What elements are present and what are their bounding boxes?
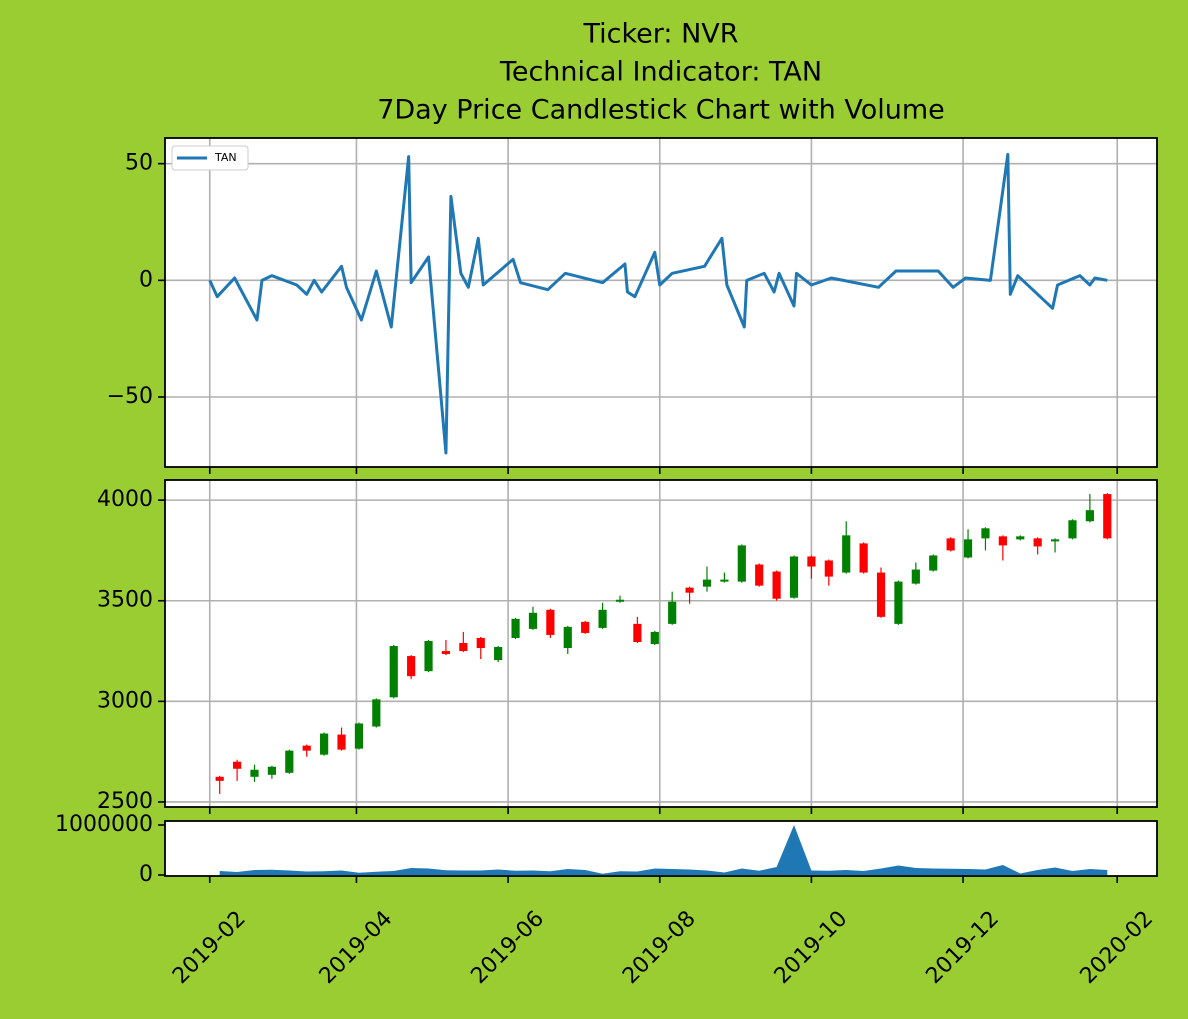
candle-body [546, 609, 555, 635]
candle-body [1103, 494, 1112, 539]
candle-body [894, 581, 903, 624]
y-tick-label: 4000 [97, 487, 153, 512]
candle-body [685, 587, 694, 593]
candle-body [981, 528, 990, 539]
candle-body [615, 599, 625, 602]
candle-body [250, 769, 259, 777]
legend-box [171, 145, 249, 171]
plot-area [165, 138, 1157, 467]
candle-body [511, 618, 520, 638]
candle-body [772, 571, 781, 599]
candle-body [633, 623, 642, 642]
candle-body [494, 647, 503, 661]
candle-body [789, 556, 799, 598]
candle-body [1068, 520, 1077, 539]
axes-frame [164, 820, 1158, 877]
legend-label: TAN [214, 151, 237, 164]
candle-body [302, 745, 311, 751]
candle-body [807, 556, 816, 567]
candle-body [424, 640, 433, 672]
candle-body [1016, 536, 1025, 540]
candle-body [859, 543, 868, 573]
candle-body [267, 766, 276, 775]
candle-body [372, 699, 381, 727]
y-tick-label: 0 [139, 862, 153, 887]
chart-title: Ticker: NVR [582, 19, 738, 50]
candle-body [459, 642, 468, 652]
candle-body [720, 579, 729, 582]
candle-body [441, 651, 451, 655]
candle-body [946, 538, 955, 551]
candle-body [1033, 538, 1042, 547]
candle-body [215, 776, 224, 781]
y-tick-label: 3500 [97, 588, 153, 613]
candle-body [911, 569, 920, 584]
candle-body [929, 555, 938, 571]
candle-body [1050, 539, 1060, 542]
candle-body [389, 646, 398, 698]
axes-frame [164, 479, 1158, 808]
candle-body [337, 734, 346, 750]
candle-body [407, 656, 416, 677]
y-tick-label: 50 [125, 151, 153, 176]
chart-title: 7Day Price Candlestick Chart with Volume [377, 95, 945, 126]
plot-area [165, 821, 1157, 876]
candle-body [354, 723, 364, 749]
chart-title: Technical Indicator: TAN [499, 57, 822, 88]
candle-body [702, 579, 712, 587]
line [208, 152, 1108, 455]
candle-body [650, 631, 659, 645]
y-tick-label: −50 [107, 384, 153, 409]
candle-body [737, 545, 746, 582]
candle-body [963, 539, 973, 558]
candle-body [998, 536, 1007, 546]
candle-body [285, 750, 294, 773]
candle-body [1085, 510, 1094, 522]
candle-body [598, 609, 607, 628]
plot-area [165, 480, 1157, 807]
candle-body [824, 560, 833, 577]
candle-body [842, 535, 851, 573]
y-tick-label: 3000 [97, 688, 153, 713]
legend: TAN [171, 145, 249, 171]
y-tick-label: 0 [139, 267, 153, 292]
y-tick-label: 1000000 [55, 812, 153, 837]
axes-frame [164, 137, 1158, 468]
candle-body [563, 626, 572, 649]
candle-body [528, 612, 538, 629]
candle-body [476, 637, 485, 649]
candle-body [320, 733, 329, 755]
candle-body [581, 621, 590, 633]
candle-body [876, 572, 886, 617]
candle-body [233, 761, 242, 769]
candle-body [668, 601, 677, 624]
y-tick-label: 2500 [97, 789, 153, 814]
candle-body [755, 564, 764, 586]
